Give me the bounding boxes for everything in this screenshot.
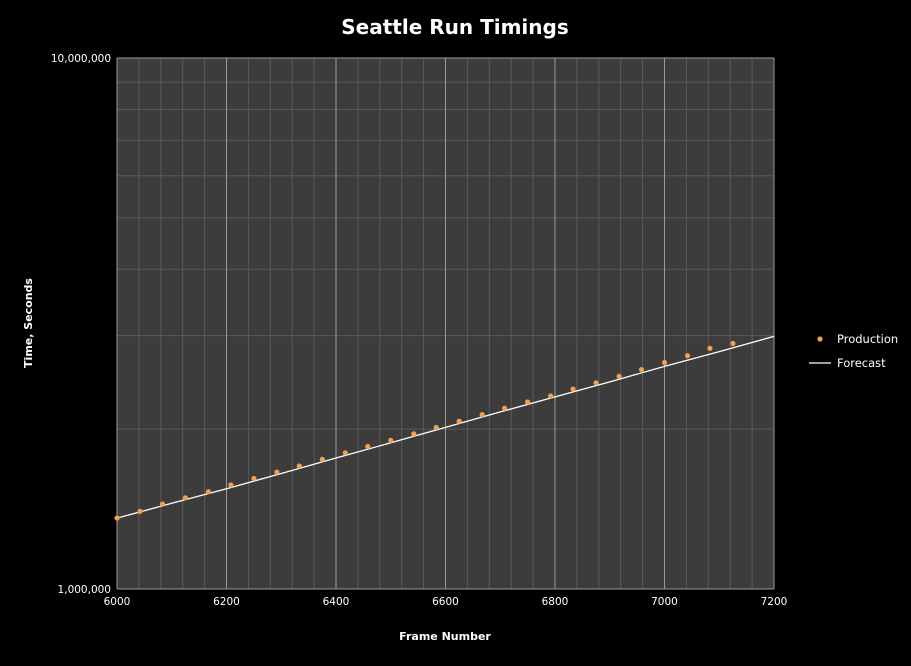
production-point bbox=[228, 482, 234, 488]
y-tick-label: 10,000,000 bbox=[51, 53, 111, 65]
x-tick-label: 6600 bbox=[432, 596, 459, 608]
forecast-line bbox=[116, 335, 775, 519]
production-point bbox=[159, 501, 166, 507]
x-tick-label: 6000 bbox=[104, 596, 131, 608]
production-point bbox=[593, 380, 599, 386]
production-point bbox=[548, 393, 554, 399]
production-point bbox=[661, 359, 668, 366]
x-tick-label: 6400 bbox=[323, 596, 350, 608]
production-point bbox=[251, 475, 257, 482]
production-point bbox=[684, 353, 691, 359]
production-point bbox=[638, 366, 645, 373]
production-point bbox=[114, 515, 120, 521]
y-axis-label: Time, Seconds bbox=[22, 278, 35, 368]
major-gridlines bbox=[116, 57, 775, 590]
legend: Production Forecast bbox=[809, 332, 898, 370]
y-axis-ticks: 1,000,000 10,000,000 bbox=[51, 53, 111, 596]
x-tick-label: 7000 bbox=[651, 596, 678, 608]
x-tick-label: 6200 bbox=[213, 596, 240, 608]
production-point bbox=[205, 489, 212, 495]
x-tick-label: 7200 bbox=[761, 596, 788, 608]
production-point bbox=[319, 456, 325, 462]
production-point bbox=[411, 431, 417, 437]
production-point bbox=[137, 508, 143, 515]
production-point bbox=[616, 373, 622, 379]
production-point bbox=[456, 418, 462, 424]
production-point bbox=[388, 437, 394, 443]
legend-label-production: Production bbox=[837, 332, 898, 346]
forecast-series bbox=[116, 335, 775, 519]
production-point bbox=[525, 399, 531, 405]
production-point bbox=[570, 386, 576, 392]
production-point bbox=[502, 405, 508, 411]
x-axis-ticks: 6000 6200 6400 6600 6800 7000 7200 bbox=[104, 596, 788, 608]
legend-label-forecast: Forecast bbox=[837, 356, 886, 370]
x-axis-label: Frame Number bbox=[399, 630, 491, 643]
production-point bbox=[296, 463, 302, 469]
production-series bbox=[114, 340, 736, 521]
production-point bbox=[479, 412, 485, 418]
chart-title: Seattle Run Timings bbox=[341, 15, 568, 39]
production-point bbox=[730, 340, 736, 347]
y-tick-label: 1,000,000 bbox=[58, 584, 111, 596]
x-tick-label: 6800 bbox=[542, 596, 569, 608]
production-point bbox=[182, 495, 189, 501]
production-point bbox=[433, 424, 439, 431]
production-point bbox=[342, 450, 348, 456]
production-point bbox=[707, 345, 713, 351]
legend-marker-production bbox=[817, 336, 823, 342]
production-point bbox=[365, 443, 371, 450]
production-point bbox=[274, 469, 280, 475]
